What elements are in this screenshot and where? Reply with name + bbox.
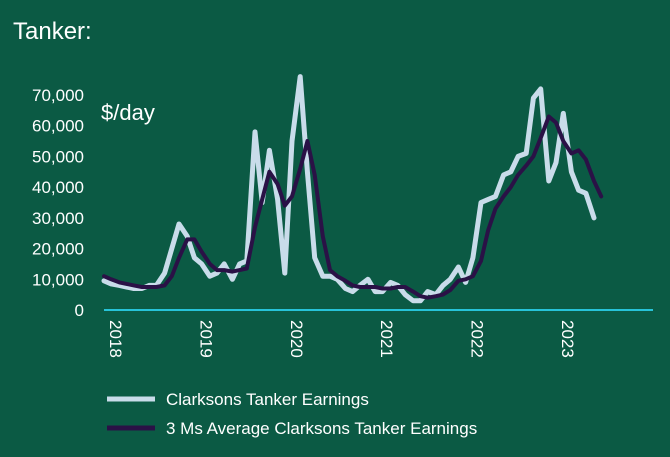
y-tick-label: 0 xyxy=(75,301,84,320)
y-axis-label: $/day xyxy=(101,100,155,125)
y-tick-label: 50,000 xyxy=(32,147,84,166)
x-tick-label: 2021 xyxy=(377,320,396,358)
y-tick-label: 10,000 xyxy=(32,270,84,289)
x-tick-label: 2020 xyxy=(287,320,306,358)
x-tick-label: 2023 xyxy=(558,320,577,358)
series-line xyxy=(102,114,604,300)
x-tick-label: 2019 xyxy=(196,320,215,358)
y-tick-label: 30,000 xyxy=(32,209,84,228)
legend-label: 3 Ms Average Clarksons Tanker Earnings xyxy=(166,419,477,438)
series-line xyxy=(101,74,597,304)
x-tick-label: 2022 xyxy=(468,320,487,358)
legend-label: Clarksons Tanker Earnings xyxy=(166,390,369,409)
y-tick-label: 40,000 xyxy=(32,178,84,197)
page-title: Tanker: xyxy=(13,18,92,45)
y-tick-label: 70,000 xyxy=(32,86,84,105)
y-tick-label: 20,000 xyxy=(32,240,84,259)
x-tick-label: 2018 xyxy=(106,320,125,358)
y-tick-label: 60,000 xyxy=(32,117,84,136)
